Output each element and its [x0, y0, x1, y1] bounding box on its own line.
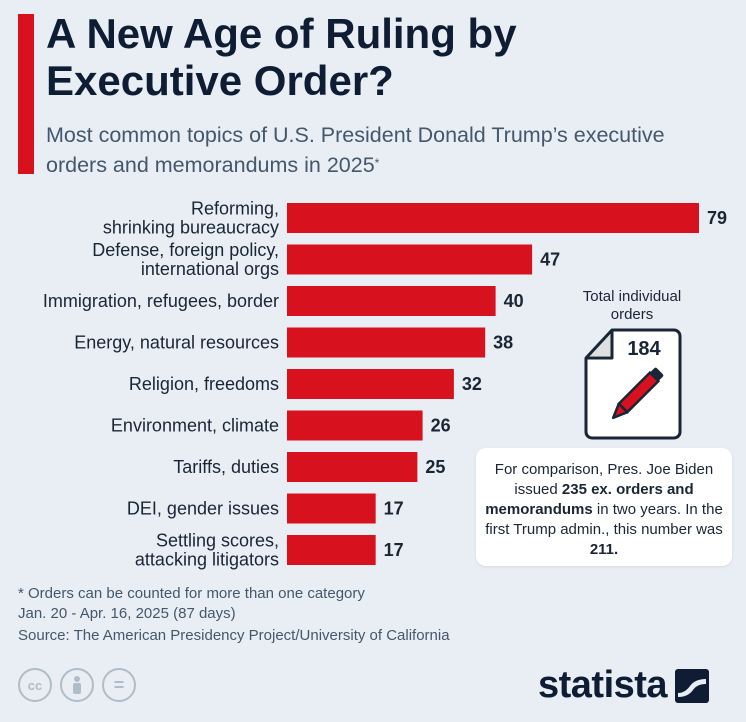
- source-note: Source: The American Presidency Project/…: [18, 627, 450, 644]
- category-label-5: Environment, climate: [111, 416, 279, 436]
- value-label-2: 40: [504, 291, 524, 311]
- brand-wordmark: statista: [538, 664, 668, 706]
- cc-icon[interactable]: cc: [18, 668, 52, 702]
- total-orders-value: 184: [627, 338, 661, 360]
- value-label-4: 32: [462, 374, 482, 394]
- value-label-1: 47: [540, 250, 560, 270]
- category-label-4: Religion, freedoms: [129, 374, 279, 394]
- page-title: A New Age of Ruling by Executive Order?: [46, 10, 517, 104]
- category-label-8: Settling scores, attacking litigators: [135, 531, 279, 570]
- value-label-0: 79: [707, 208, 727, 228]
- category-label-6: Tariffs, duties: [173, 457, 279, 477]
- cc-text: cc: [27, 677, 43, 693]
- license-icons: cc =: [18, 668, 136, 702]
- comparison-text-1: For comparison, Pres. Joe Biden issued: [494, 461, 714, 498]
- category-label-1: Defense, foreign policy, international or…: [92, 240, 279, 279]
- footnote-categories: * Orders can be counted for more than on…: [18, 585, 365, 602]
- bar-1: [287, 244, 533, 275]
- title-accent-bar: [18, 14, 34, 174]
- subtitle-footnote-marker: *: [374, 156, 380, 170]
- bar-0: [287, 203, 699, 233]
- bar-6: [287, 452, 418, 482]
- nd-text: =: [113, 674, 125, 695]
- category-label-3: Energy, natural resources: [74, 333, 279, 353]
- page-subtitle: Most common topics of U.S. President Don…: [46, 120, 706, 180]
- category-label-2: Immigration, refugees, border: [43, 291, 279, 311]
- category-label-0: Reforming, shrinking bureaucracy: [103, 199, 279, 238]
- bar-5: [287, 410, 423, 441]
- value-label-6: 25: [425, 457, 445, 477]
- value-label-3: 38: [493, 333, 513, 353]
- comparison-box: For comparison, Pres. Joe Biden issued 2…: [476, 448, 732, 566]
- value-label-7: 17: [384, 499, 404, 519]
- statista-logo[interactable]: statista: [538, 664, 710, 707]
- notepad-pencil-icon: [584, 328, 682, 440]
- total-orders-label: Total individual orders: [582, 288, 682, 323]
- no-derivatives-icon[interactable]: =: [102, 668, 136, 702]
- footnote: * Orders can be counted for more than on…: [18, 584, 365, 624]
- comparison-text-2: in two years. In the first Trump admin.,…: [485, 501, 723, 538]
- total-orders-box: Total individual orders: [570, 288, 694, 324]
- footnote-date-range: Jan. 20 - Apr. 16, 2025 (87 days): [18, 605, 236, 622]
- comparison-bold-1: 235 ex. orders and memorandums: [485, 481, 694, 518]
- value-label-8: 17: [384, 540, 404, 560]
- bar-2: [287, 286, 496, 316]
- person-icon: [73, 676, 81, 694]
- bar-7: [287, 493, 376, 524]
- bar-8: [287, 535, 376, 565]
- bar-4: [287, 369, 454, 399]
- attribution-icon[interactable]: [60, 668, 94, 702]
- bar-chart: 79 Reforming, shrinking bureaucracy 47 Defen…: [43, 199, 727, 570]
- statista-mark-icon: [675, 668, 710, 703]
- bar-3: [287, 327, 486, 358]
- value-label-5: 26: [431, 416, 451, 436]
- subtitle-text: Most common topics of U.S. President Don…: [46, 123, 665, 177]
- comparison-bold-2: 211.: [589, 541, 619, 558]
- category-label-7: DEI, gender issues: [127, 499, 279, 519]
